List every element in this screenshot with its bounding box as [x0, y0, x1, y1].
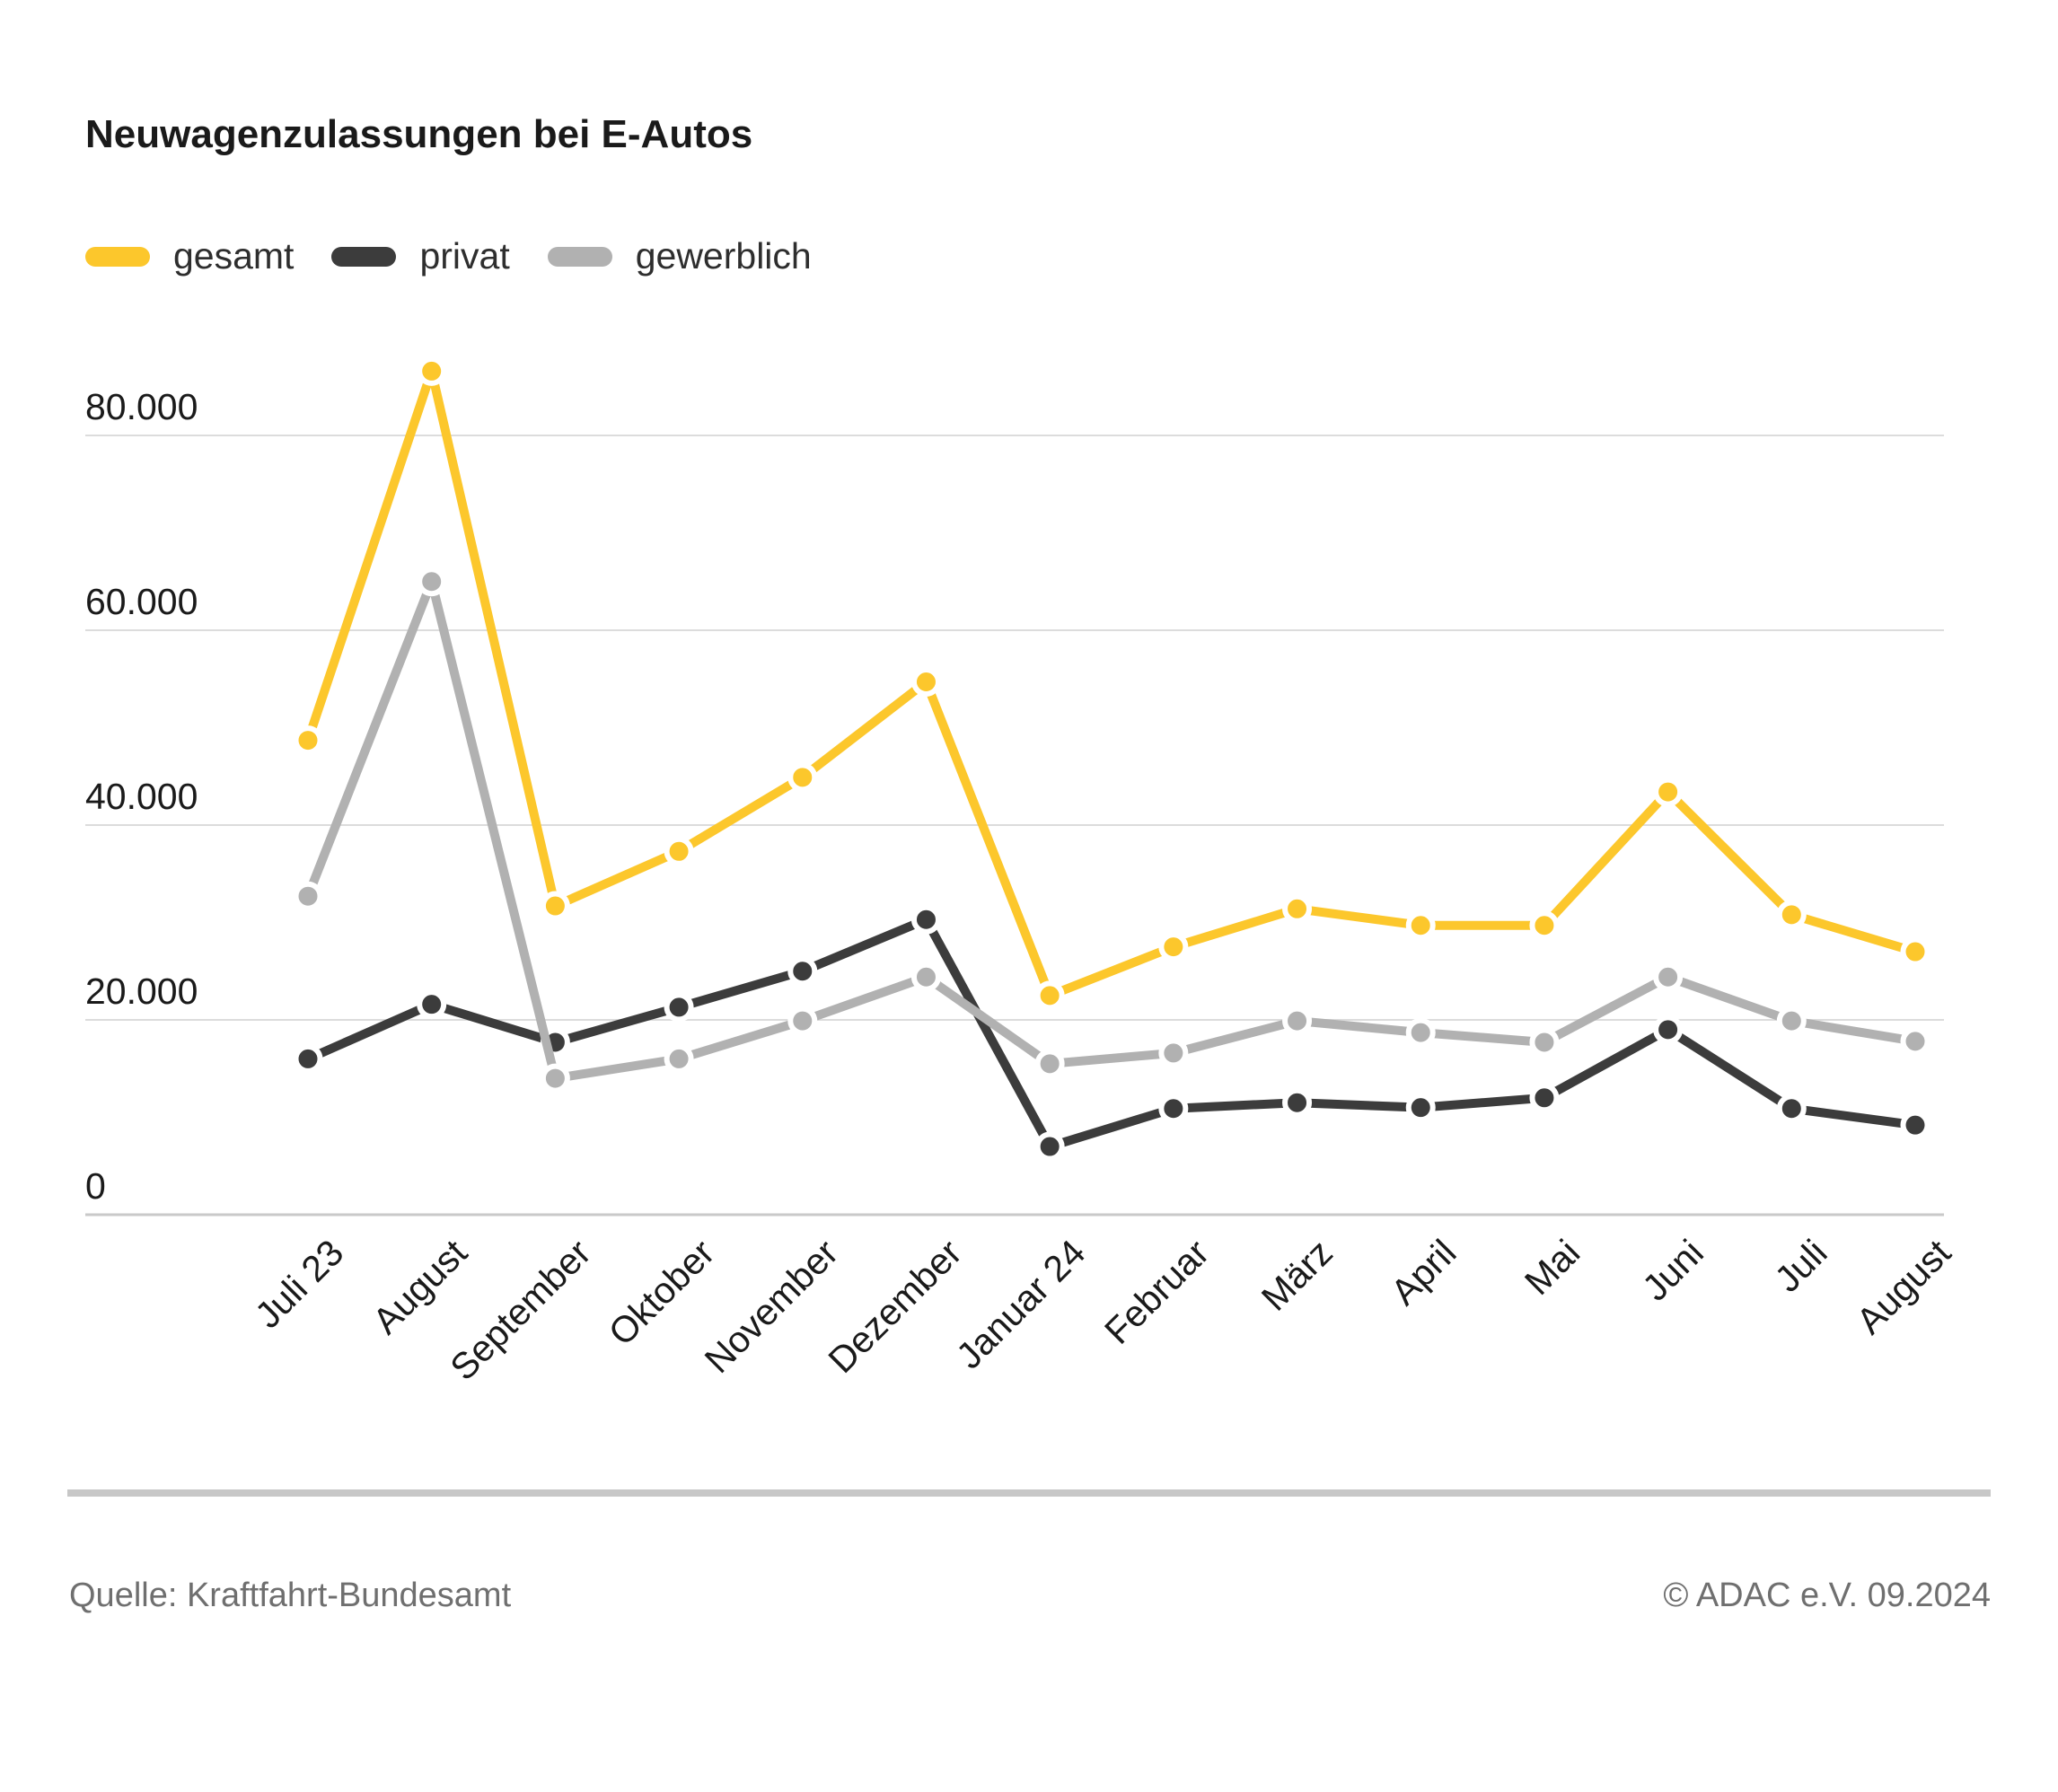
- series-gewerblich-point: [417, 567, 447, 597]
- privat-swatch-icon: [331, 246, 397, 267]
- x-tick-label: Juli 23: [247, 1232, 351, 1336]
- series-gewerblich-line: [303, 576, 1916, 1084]
- series-gewerblich-point: [1405, 1017, 1436, 1048]
- series-gewerblich-point: [1034, 1049, 1065, 1079]
- y-tick-label: 0: [85, 1165, 106, 1207]
- series-privat-line: [305, 915, 1916, 1152]
- series-gewerblich-point: [664, 1043, 694, 1074]
- series-gesamt-point: [910, 667, 941, 698]
- series-gesamt-point: [787, 762, 818, 793]
- series-privat-point: [1034, 1131, 1065, 1162]
- x-tick-label: März: [1253, 1232, 1341, 1319]
- x-tick-label: August: [365, 1231, 475, 1341]
- series-gesamt-point: [417, 356, 447, 386]
- series-gesamt-point: [1158, 932, 1189, 962]
- series-gewerblich-point: [1158, 1038, 1189, 1068]
- legend-item-gewerblich: gewerblich: [547, 235, 812, 277]
- series-gesamt-point: [1282, 893, 1313, 924]
- footer-divider: [67, 1489, 1991, 1497]
- legend: gesamt privat gewerblich: [85, 235, 849, 277]
- series-gewerblich-point: [1282, 1006, 1313, 1036]
- series-privat-point: [417, 989, 447, 1020]
- legend-label-gesamt: gesamt: [173, 235, 295, 277]
- series-gesamt-point: [540, 891, 570, 921]
- series-gesamt-point: [1405, 910, 1436, 941]
- series-gewerblich-point: [1900, 1026, 1930, 1057]
- series-gesamt-point: [1034, 980, 1065, 1011]
- series-privat-point: [1653, 1015, 1684, 1045]
- series-privat-point: [1776, 1094, 1807, 1124]
- series-gesamt-point: [1900, 936, 1930, 967]
- gewerblich-swatch-icon: [547, 246, 612, 267]
- series-privat-point: [1282, 1087, 1313, 1118]
- series-privat-point: [293, 1043, 323, 1074]
- x-tick-label: Juli: [1767, 1232, 1835, 1300]
- series-gewerblich-point: [540, 1063, 570, 1094]
- series-privat-point: [787, 956, 818, 987]
- x-tick-label: Februar: [1096, 1232, 1217, 1352]
- x-tick-label: August: [1849, 1231, 1959, 1341]
- series-gewerblich-point: [1653, 962, 1684, 992]
- y-tick-label: 60.000: [85, 581, 198, 622]
- x-tick-label: April: [1383, 1232, 1464, 1313]
- gesamt-swatch-icon: [85, 246, 150, 267]
- legend-item-gesamt: gesamt: [85, 235, 294, 277]
- copyright-note: © ADAC e.V. 09.2024: [1663, 1577, 1991, 1614]
- series-privat-point: [1900, 1110, 1930, 1140]
- series-gewerblich-point: [910, 962, 941, 992]
- x-tick-label: Oktober: [601, 1232, 723, 1354]
- series-gesamt-point: [664, 836, 694, 866]
- series-gewerblich-point: [787, 1006, 818, 1036]
- x-tick-label: Januar 24: [948, 1232, 1093, 1376]
- x-tick-label: Mai: [1517, 1232, 1587, 1303]
- series-gesamt-point: [1529, 910, 1560, 941]
- y-tick-label: 40.000: [85, 776, 198, 817]
- series-gesamt-point: [293, 725, 323, 756]
- series-privat-point: [910, 904, 941, 935]
- series-gesamt-point: [1776, 900, 1807, 930]
- legend-label-gewerblich: gewerblich: [635, 235, 812, 277]
- x-tick-label: Juni: [1634, 1232, 1711, 1309]
- series-gewerblich-point: [1776, 1006, 1807, 1036]
- series-gewerblich-point: [1529, 1027, 1560, 1058]
- series-privat-point: [1158, 1094, 1189, 1124]
- legend-item-privat: privat: [331, 235, 510, 277]
- x-tick-label: November: [697, 1232, 846, 1381]
- series-gesamt-line: [303, 366, 1917, 1000]
- series-gesamt-point: [1653, 777, 1684, 807]
- series-privat-point: [1529, 1083, 1560, 1113]
- x-tick-label: Dezember: [821, 1232, 970, 1381]
- page-title: Neuwagenzulassungen bei E-Autos: [85, 112, 753, 157]
- y-tick-label: 20.000: [85, 971, 198, 1012]
- legend-label-privat: privat: [419, 235, 510, 277]
- series-privat-point: [664, 992, 694, 1023]
- series-gewerblich-point: [293, 881, 323, 911]
- series-privat-point: [1405, 1093, 1436, 1123]
- y-tick-label: 80.000: [85, 386, 198, 427]
- source-note: Quelle: Kraftfahrt-Bundesamt: [69, 1577, 512, 1614]
